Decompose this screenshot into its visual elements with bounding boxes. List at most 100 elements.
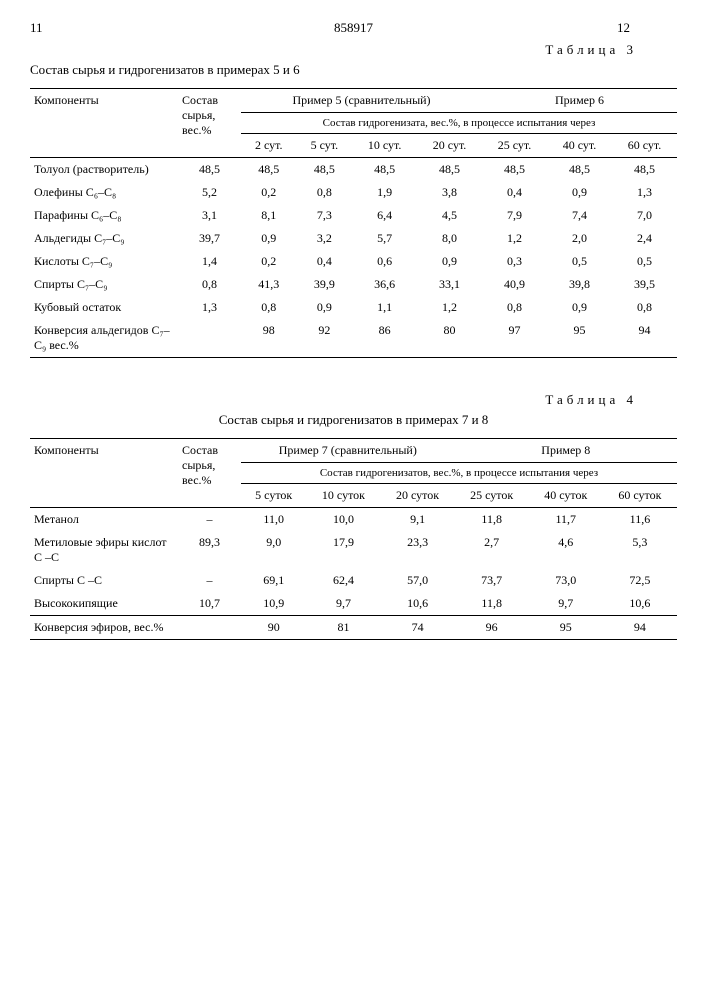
- row-value: 11,6: [603, 508, 677, 532]
- row-value: 57,0: [381, 569, 455, 592]
- row-value: 7,3: [297, 204, 353, 227]
- row-value: 7,0: [612, 204, 677, 227]
- row-value: 11,8: [455, 508, 529, 532]
- row-value: 69,1: [241, 569, 306, 592]
- row-value: 33,1: [417, 273, 482, 296]
- row-raw: –: [178, 569, 241, 592]
- row-value: 48,5: [352, 158, 417, 182]
- t4-body: Метанол–11,010,09,111,811,711,6Метиловые…: [30, 508, 677, 640]
- row-value: 0,8: [241, 296, 297, 319]
- t4-h-c0: 5 суток: [241, 484, 306, 508]
- row-value: 2,4: [612, 227, 677, 250]
- t4-h-subline: Состав гидрогенизатов, вес.%, в процессе…: [241, 463, 677, 484]
- row-value: 10,9: [241, 592, 306, 616]
- row-name: Кубовый остаток: [30, 296, 178, 319]
- table-row: Высококипящие10,710,99,710,611,89,710,6: [30, 592, 677, 616]
- row-value: 3,2: [297, 227, 353, 250]
- row-value: 94: [603, 616, 677, 640]
- page-num-right: 12: [617, 20, 677, 36]
- table-row: Метиловые эфиры кислот C –C89,39,017,923…: [30, 531, 677, 569]
- row-value: 9,7: [306, 592, 380, 616]
- table-row: Конверсия эфиров, вес.% 908174969594: [30, 616, 677, 640]
- table-row: Кислоты C₇–C₉1,40,20,40,60,90,30,50,5: [30, 250, 677, 273]
- t3-h-components: Компоненты: [30, 89, 178, 158]
- row-raw: 1,4: [178, 250, 241, 273]
- row-raw: 89,3: [178, 531, 241, 569]
- row-name: Метанол: [30, 508, 178, 532]
- row-value: 0,2: [241, 250, 297, 273]
- row-value: 81: [306, 616, 380, 640]
- row-value: 90: [241, 616, 306, 640]
- table-row: Спирты C₇–C₉0,841,339,936,633,140,939,83…: [30, 273, 677, 296]
- row-value: 0,9: [297, 296, 353, 319]
- row-value: 48,5: [482, 158, 547, 182]
- row-value: 8,1: [241, 204, 297, 227]
- row-value: 1,2: [417, 296, 482, 319]
- t3-h-c5: 40 сут.: [547, 134, 612, 158]
- row-value: 96: [455, 616, 529, 640]
- row-value: 1,3: [612, 181, 677, 204]
- t3-h-c3: 20 сут.: [417, 134, 482, 158]
- row-value: 48,5: [547, 158, 612, 182]
- row-name: Метиловые эфиры кислот C –C: [30, 531, 178, 569]
- row-value: 98: [241, 319, 297, 358]
- row-raw: 10,7: [178, 592, 241, 616]
- row-value: 86: [352, 319, 417, 358]
- row-value: 74: [381, 616, 455, 640]
- row-value: 2,7: [455, 531, 529, 569]
- row-value: 0,8: [482, 296, 547, 319]
- t4-h-c1: 10 суток: [306, 484, 380, 508]
- row-raw: 39,7: [178, 227, 241, 250]
- t3-h-c1: 5 сут.: [297, 134, 353, 158]
- row-value: 0,4: [297, 250, 353, 273]
- row-value: 0,9: [547, 296, 612, 319]
- row-value: 39,8: [547, 273, 612, 296]
- row-value: 41,3: [241, 273, 297, 296]
- row-name: Конверсия эфиров, вес.%: [30, 616, 178, 640]
- row-name: Парафины C₆–C₈: [30, 204, 178, 227]
- t4-h-c4: 40 суток: [529, 484, 603, 508]
- row-name: Высококипящие: [30, 592, 178, 616]
- t3-body: Толуол (растворитель)48,548,548,548,548,…: [30, 158, 677, 358]
- t3-h-ex6: Пример 6: [482, 89, 677, 113]
- row-value: 95: [547, 319, 612, 358]
- row-raw: [178, 616, 241, 640]
- row-value: 4,6: [529, 531, 603, 569]
- row-value: 9,1: [381, 508, 455, 532]
- row-name: Конверсия альдегидов C₇–C₉ вес.%: [30, 319, 178, 358]
- row-name: Олефины C₆–C₈: [30, 181, 178, 204]
- row-value: 2,0: [547, 227, 612, 250]
- row-value: 0,9: [547, 181, 612, 204]
- table3-label: Таблица 3: [30, 42, 637, 58]
- row-value: 48,5: [297, 158, 353, 182]
- table4-label: Таблица 4: [30, 392, 637, 408]
- row-raw: 1,3: [178, 296, 241, 319]
- t3-h-c2: 10 сут.: [352, 134, 417, 158]
- row-value: 80: [417, 319, 482, 358]
- row-raw: –: [178, 508, 241, 532]
- t4-h-components: Компоненты: [30, 439, 178, 508]
- t4-h-raw: Состав сырья, вес.%: [178, 439, 241, 508]
- row-value: 73,0: [529, 569, 603, 592]
- row-value: 0,3: [482, 250, 547, 273]
- table-row: Толуол (растворитель)48,548,548,548,548,…: [30, 158, 677, 182]
- t4-h-c2: 20 суток: [381, 484, 455, 508]
- row-value: 92: [297, 319, 353, 358]
- row-value: 0,6: [352, 250, 417, 273]
- row-value: 9,7: [529, 592, 603, 616]
- row-value: 23,3: [381, 531, 455, 569]
- t3-h-c0: 2 сут.: [241, 134, 297, 158]
- table4: Компоненты Состав сырья, вес.% Пример 7 …: [30, 438, 677, 640]
- row-value: 0,9: [241, 227, 297, 250]
- page-header: 11 858917 12: [30, 20, 677, 36]
- row-raw: 48,5: [178, 158, 241, 182]
- doc-number: 858917: [90, 20, 617, 36]
- row-name: Спирты C –C: [30, 569, 178, 592]
- row-value: 48,5: [417, 158, 482, 182]
- row-value: 94: [612, 319, 677, 358]
- row-value: 95: [529, 616, 603, 640]
- row-value: 0,2: [241, 181, 297, 204]
- row-value: 10,6: [381, 592, 455, 616]
- row-value: 72,5: [603, 569, 677, 592]
- t3-h-ex5: Пример 5 (сравнительный): [241, 89, 482, 113]
